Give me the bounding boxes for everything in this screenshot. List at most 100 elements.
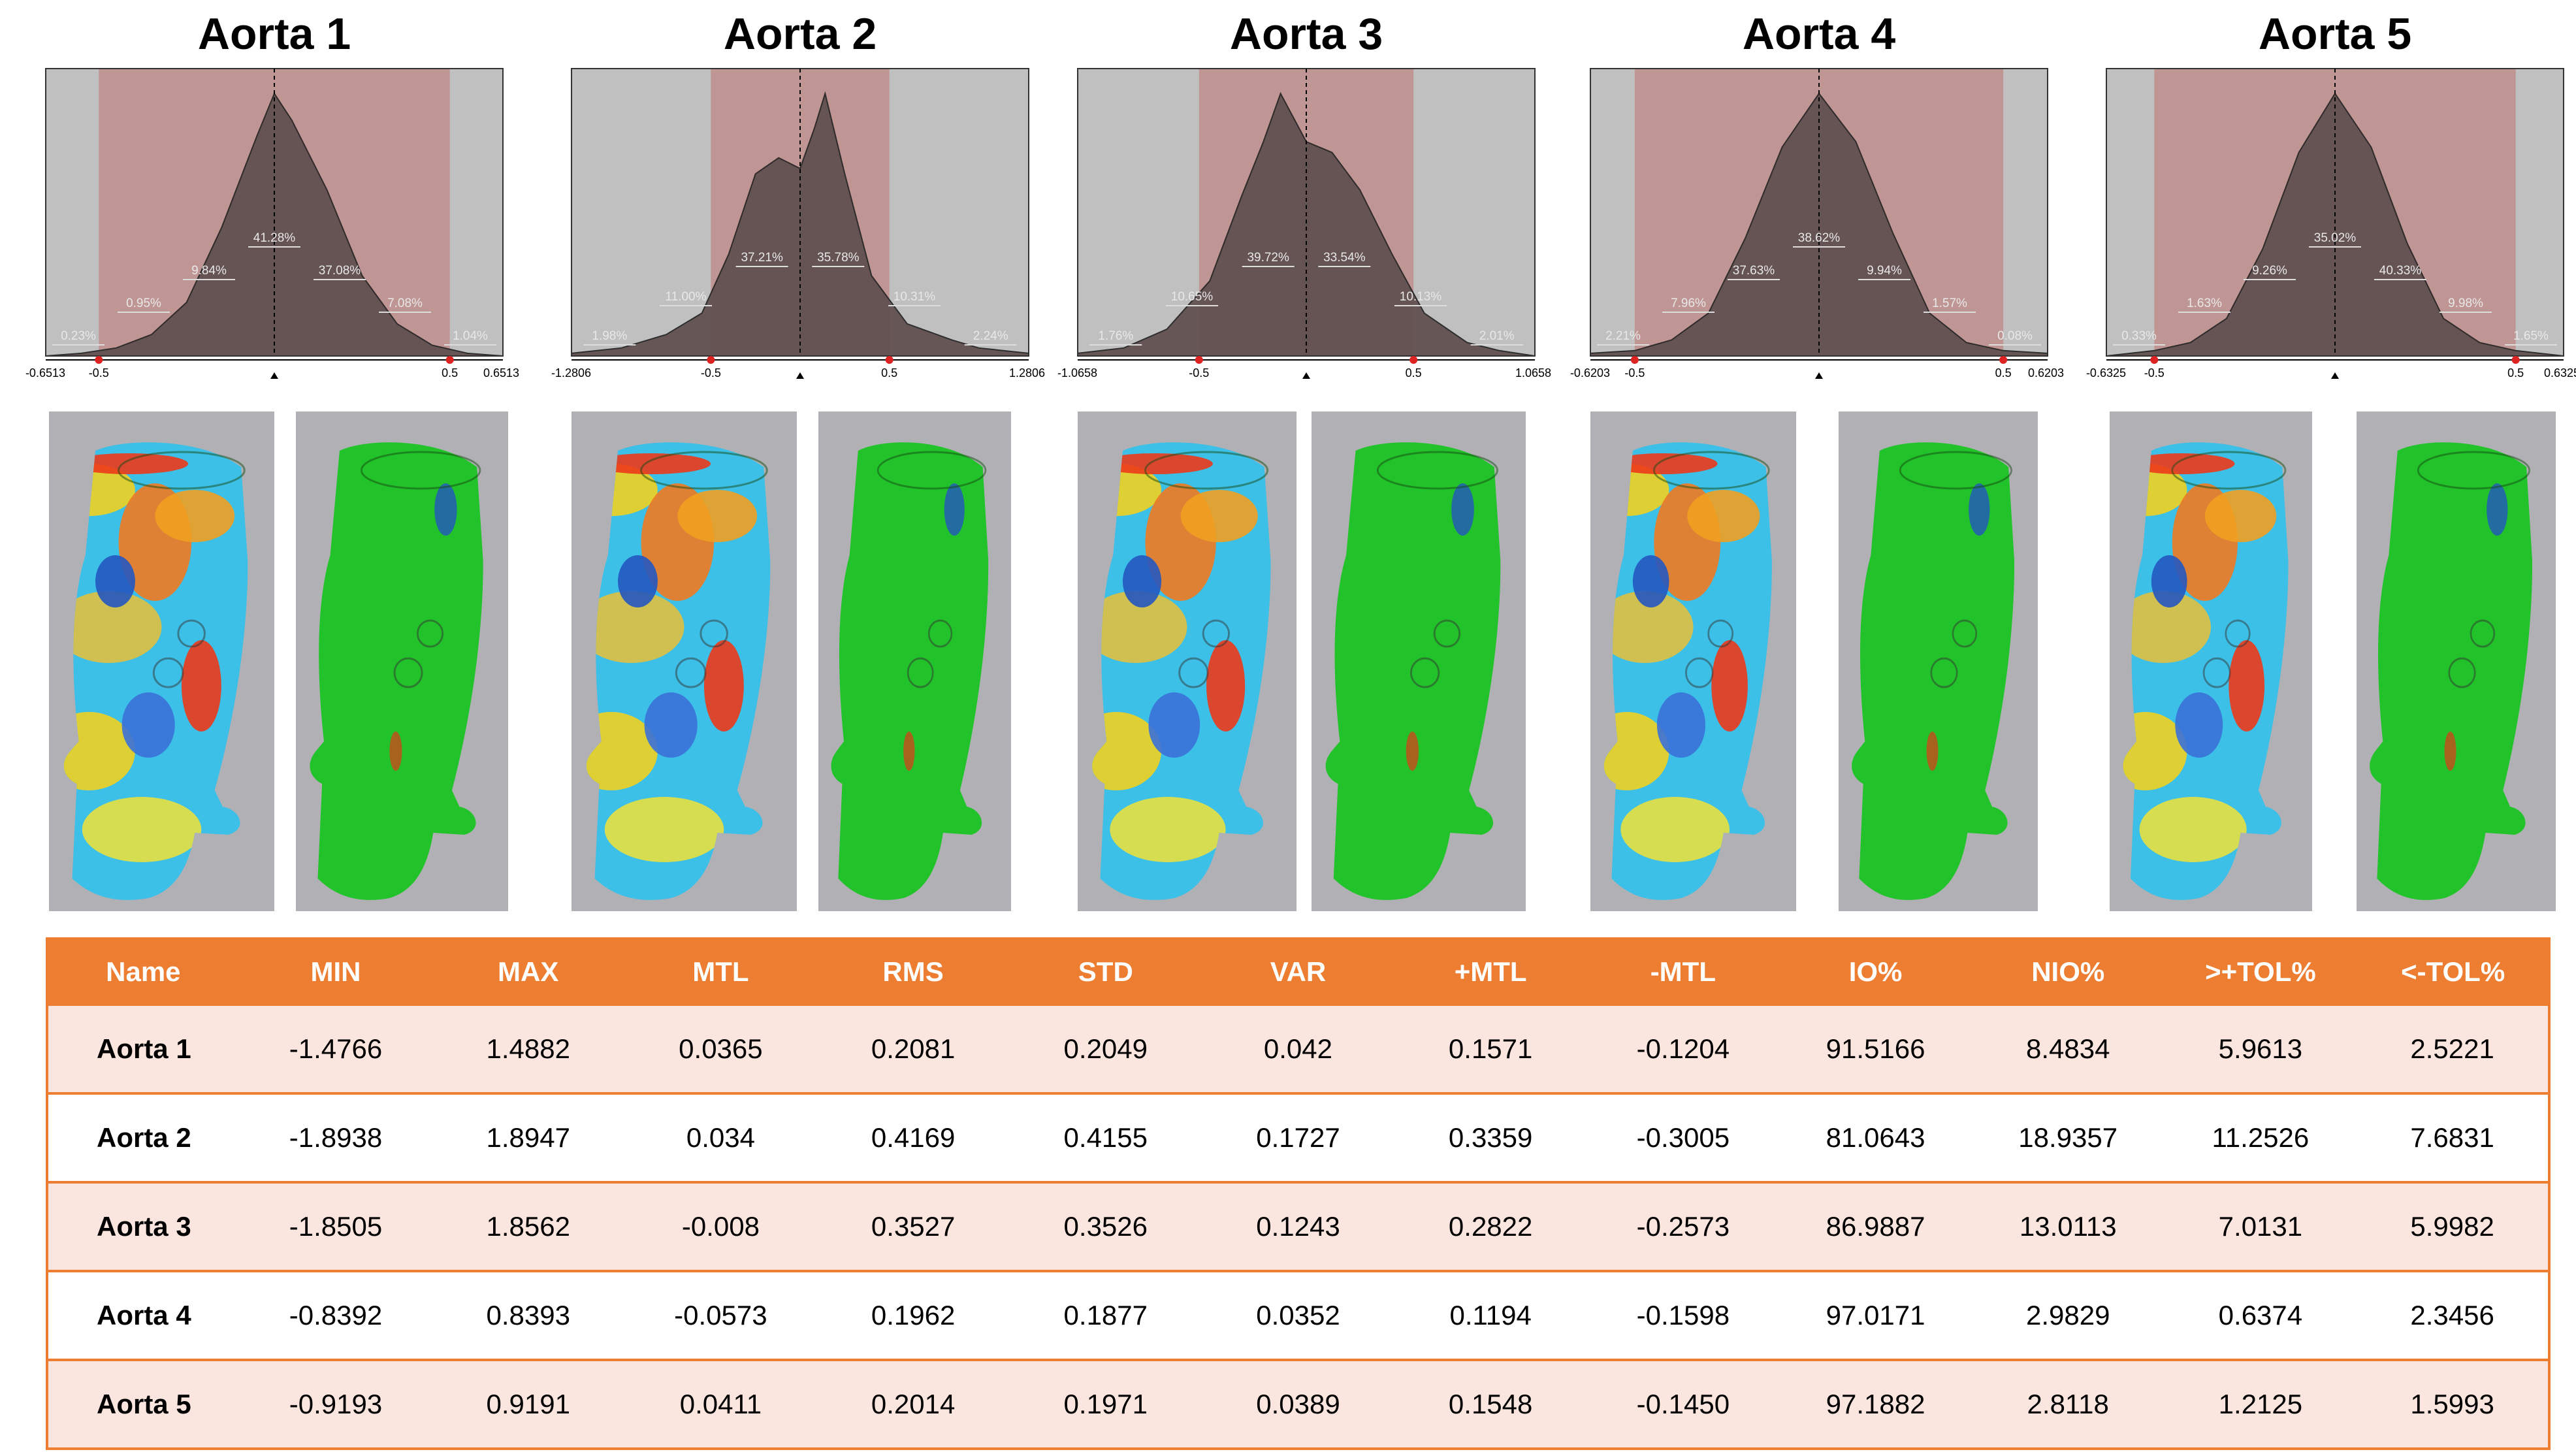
aorta-opening (1376, 451, 1499, 490)
bin-percent-label: 38.62% (1798, 231, 1841, 245)
table-cell: 2.9829 (1971, 1270, 2165, 1361)
aorta-opening (2417, 451, 2530, 490)
table-cell: 0.2049 (1009, 1003, 1202, 1095)
table-cell: 0.1571 (1394, 1003, 1587, 1095)
tick-label: 0.5 (2507, 366, 2524, 379)
vessel-ostium (1684, 657, 1714, 688)
bin-percent-label: 7.96% (1671, 297, 1706, 310)
tick-label: -0.6203 (1570, 366, 1610, 379)
table-cell: 13.0113 (1971, 1181, 2165, 1272)
table-cell: -0.9193 (239, 1359, 432, 1450)
table-cell: -0.3005 (1586, 1092, 1780, 1184)
deviation-colormap-model (2110, 411, 2312, 911)
deviation-patch (586, 591, 684, 663)
tolerance-marker (445, 356, 454, 364)
tolerance-model (296, 411, 508, 911)
deviation-patch (1620, 797, 1730, 862)
out-of-tolerance-patch (2444, 732, 2456, 771)
bin-percent-label: 37.21% (741, 251, 783, 265)
out-of-tolerance-patch (944, 483, 965, 536)
table-row: Aorta 2 -1.8938 1.8947 0.034 0.4169 0.41… (46, 1092, 2551, 1184)
vessel-ostium (1707, 619, 1734, 648)
deviation-patch (1110, 797, 1226, 862)
tick-label: -0.5 (89, 366, 109, 379)
table-cell: 0.0389 (1202, 1359, 1394, 1450)
zero-marker (1302, 372, 1310, 379)
deviation-patch (1180, 490, 1258, 542)
tick-label: -0.6325 (2086, 366, 2126, 379)
deviation-patch (1711, 640, 1748, 732)
tolerance-marker (707, 356, 715, 364)
aorta-surface (831, 442, 989, 900)
tick-label: 0.6325 (2544, 366, 2576, 379)
tick-label: -1.0658 (1057, 366, 1097, 379)
table-cell: 0.3526 (1009, 1181, 1202, 1272)
vessel-ostium (1178, 657, 1209, 688)
deviation-patch (95, 555, 135, 607)
zero-marker (270, 372, 278, 379)
deviation-patch (604, 797, 724, 862)
bin-percent-label: 39.72% (1247, 251, 1289, 265)
table-cell: 7.6831 (2357, 1092, 2551, 1184)
bin-percent-label: 10.13% (1400, 290, 1442, 304)
bin-percent-label: 7.08% (387, 297, 423, 310)
deviation-patch (1097, 453, 1213, 474)
table-cell: 91.5166 (1779, 1003, 1972, 1095)
tolerance-model (2357, 411, 2556, 911)
distribution-area (1590, 92, 2048, 357)
panel-title: Aorta 4 (1742, 9, 1896, 59)
deviation-patch (69, 453, 189, 474)
table-cell: 0.4155 (1009, 1092, 1202, 1184)
statistics-table: Name MIN MAX MTL RMS STD VAR +MTL -MTL I… (46, 937, 2551, 1450)
bin-percent-label: 9.94% (1867, 264, 1902, 278)
vessel-ostium (416, 619, 444, 648)
bin-percent-label: 0.33% (2121, 329, 2157, 343)
table-cell: 0.1727 (1202, 1092, 1394, 1184)
tolerance-marker (1409, 356, 1418, 364)
table-cell: 81.0643 (1779, 1092, 1972, 1184)
deviation-patch (1687, 490, 1760, 542)
vessel-ostium (1952, 619, 1978, 648)
bin-percent-label: 11.00% (665, 290, 706, 304)
table-cell: -0.2573 (1586, 1181, 1780, 1272)
tick-label: 0.6203 (2028, 366, 2064, 379)
table-cell: 97.1882 (1779, 1359, 1972, 1450)
zero-marker (1815, 372, 1823, 379)
aorta-1-panel: Aorta 1 -0.6513 -0.5 0.5 0.6513 0.23% 0.95% 9.… (25, 0, 519, 928)
surface-base (831, 442, 989, 900)
deviation-patch (1632, 555, 1669, 607)
histogram: -1.2806 -0.5 0.5 1.2806 1.98% 11.00% 37.21% 35.… (551, 68, 1045, 408)
column-header: <-TOL% (2355, 937, 2551, 1006)
table-cell: -0.0573 (624, 1270, 817, 1361)
column-header: -MTL (1585, 937, 1781, 1006)
table-cell: -1.8938 (239, 1092, 432, 1184)
table-cell: 0.3359 (1394, 1092, 1587, 1184)
deviation-patch (644, 692, 698, 758)
out-of-tolerance-patch (903, 732, 915, 771)
column-header: MTL (623, 937, 818, 1006)
table-cell: 11.2526 (2164, 1092, 2357, 1184)
table-cell: -0.8392 (239, 1270, 432, 1361)
table-cell: 0.042 (1202, 1003, 1394, 1095)
bin-percent-label: 1.63% (2187, 297, 2222, 310)
histogram: -0.6325 -0.5 0.5 0.6325 0.33% 1.63% 9.26% 35.02… (2086, 68, 2576, 408)
table-cell: 0.2081 (816, 1003, 1010, 1095)
bin-percent-label: 37.08% (319, 264, 361, 278)
aorta-3-panel: Aorta 3 -1.0658 -0.5 0.5 1.0658 1.76% 10.65% 3… (1057, 0, 1551, 928)
bin-percent-label: 9.98% (2448, 297, 2483, 310)
vessel-ostium (2202, 657, 2231, 688)
table-cell: 8.4834 (1971, 1003, 2165, 1095)
aorta-surface (1603, 442, 1772, 900)
deviation-patch (121, 692, 175, 758)
column-header: MAX (430, 937, 626, 1006)
deviation-patch (1092, 591, 1187, 663)
bin-percent-label: 1.76% (1098, 329, 1133, 343)
column-header: VAR (1200, 937, 1396, 1006)
column-header: MIN (238, 937, 434, 1006)
deviation-patch (677, 490, 758, 542)
table-cell: 0.1962 (816, 1270, 1010, 1361)
vessel-ostium (152, 657, 184, 688)
table-cell: 0.2822 (1394, 1181, 1587, 1272)
tolerance-marker (2511, 356, 2520, 364)
table-cell: 0.1243 (1202, 1181, 1394, 1272)
